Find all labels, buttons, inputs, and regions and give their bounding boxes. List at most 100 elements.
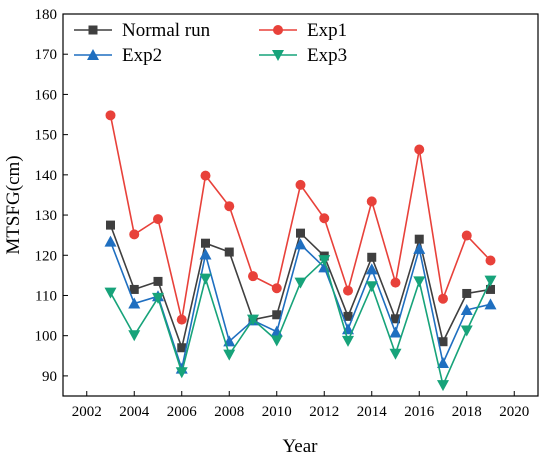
data-point <box>200 170 211 181</box>
series-layer <box>104 110 497 392</box>
data-point <box>201 238 210 248</box>
data-point <box>129 284 139 294</box>
y-tick-label: 140 <box>35 168 58 184</box>
data-point <box>128 330 141 342</box>
data-point <box>294 238 307 250</box>
y-tick-label: 90 <box>42 369 57 385</box>
x-tick-label: 2004 <box>119 404 150 420</box>
data-point <box>460 303 473 315</box>
data-point <box>413 242 426 254</box>
legend-item: Exp2 <box>74 45 162 66</box>
legend-label: Exp3 <box>307 45 347 66</box>
x-tick-label: 2008 <box>214 404 244 420</box>
data-point <box>104 287 117 299</box>
x-tick-label: 2002 <box>72 404 102 420</box>
data-point <box>224 247 234 257</box>
legend-marker <box>88 25 98 35</box>
data-point <box>318 255 331 267</box>
data-point <box>247 314 259 326</box>
y-tick-label: 180 <box>35 7 58 23</box>
data-point <box>296 228 305 238</box>
y-axis-title: MTSFG(cm) <box>3 155 24 254</box>
legend-marker <box>87 49 99 60</box>
data-point <box>484 298 497 310</box>
data-point <box>343 311 353 321</box>
data-point <box>175 367 188 379</box>
data-point <box>367 252 377 262</box>
data-point <box>413 276 426 288</box>
y-tick-label: 160 <box>35 87 58 103</box>
data-point <box>365 263 378 275</box>
y-tick-label: 170 <box>35 47 58 63</box>
data-point <box>295 179 306 190</box>
data-point <box>153 276 163 286</box>
x-axis-title: Year <box>282 436 318 457</box>
x-axis-ticks: 2002 2004 2006 2008 2010 2012 2014 2016 2018 2020 <box>72 391 529 420</box>
x-tick-label: 2006 <box>167 404 198 420</box>
data-point <box>223 349 236 361</box>
data-point <box>153 214 163 225</box>
legend-item: Normal run <box>74 20 211 41</box>
data-point <box>414 144 425 155</box>
y-tick-label: 120 <box>35 248 58 264</box>
x-tick-label: 2016 <box>404 404 435 420</box>
y-axis-ticks: 90 100 110 120 130 140 150 160 170 180 <box>35 7 68 385</box>
data-point <box>486 284 495 294</box>
legend-marker <box>272 50 284 61</box>
data-point <box>438 337 448 347</box>
x-tick-label: 2010 <box>262 404 292 420</box>
data-point <box>460 325 473 337</box>
y-tick-label: 150 <box>35 128 58 144</box>
data-point <box>389 348 402 360</box>
data-point <box>224 201 235 212</box>
legend-item: Exp3 <box>259 45 347 66</box>
legend-item: Exp1 <box>259 20 347 41</box>
data-point <box>199 248 212 260</box>
data-point <box>366 196 377 207</box>
data-point <box>128 297 141 309</box>
x-tick-label: 2018 <box>452 404 482 420</box>
data-point <box>272 310 282 320</box>
data-point <box>270 335 283 347</box>
data-point <box>365 281 378 293</box>
data-point <box>390 277 401 288</box>
data-point <box>177 343 187 353</box>
data-point <box>271 283 282 294</box>
legend-label: Exp1 <box>307 20 347 41</box>
data-point <box>343 285 353 296</box>
data-point <box>106 220 115 230</box>
plot-frame <box>62 13 539 397</box>
data-point <box>461 230 472 241</box>
x-tick-label: 2020 <box>499 404 529 420</box>
data-point <box>294 277 307 289</box>
data-point <box>437 380 449 392</box>
series-3 <box>104 235 497 374</box>
data-point <box>104 235 117 247</box>
data-point <box>129 229 140 240</box>
series-2 <box>105 110 496 325</box>
y-tick-label: 130 <box>35 208 58 224</box>
legend-label: Normal run <box>122 20 211 41</box>
data-point <box>342 335 354 347</box>
data-point <box>484 275 497 287</box>
legend: Normal run Exp1 Exp2 Exp3 <box>74 20 347 66</box>
data-point <box>462 288 472 298</box>
data-point <box>438 293 448 304</box>
series-4 <box>104 255 497 392</box>
x-tick-label: 2014 <box>357 404 388 420</box>
data-point <box>152 292 164 304</box>
data-point <box>248 271 258 282</box>
legend-label: Exp2 <box>122 45 162 66</box>
data-point <box>199 273 212 285</box>
data-point <box>485 255 496 266</box>
data-point <box>391 314 400 324</box>
data-point <box>105 110 116 121</box>
data-point <box>414 234 424 244</box>
data-point <box>389 326 402 338</box>
data-point <box>437 357 449 369</box>
y-tick-label: 110 <box>35 288 57 304</box>
data-point <box>176 314 187 325</box>
series-line <box>109 115 492 320</box>
data-point <box>319 213 330 224</box>
